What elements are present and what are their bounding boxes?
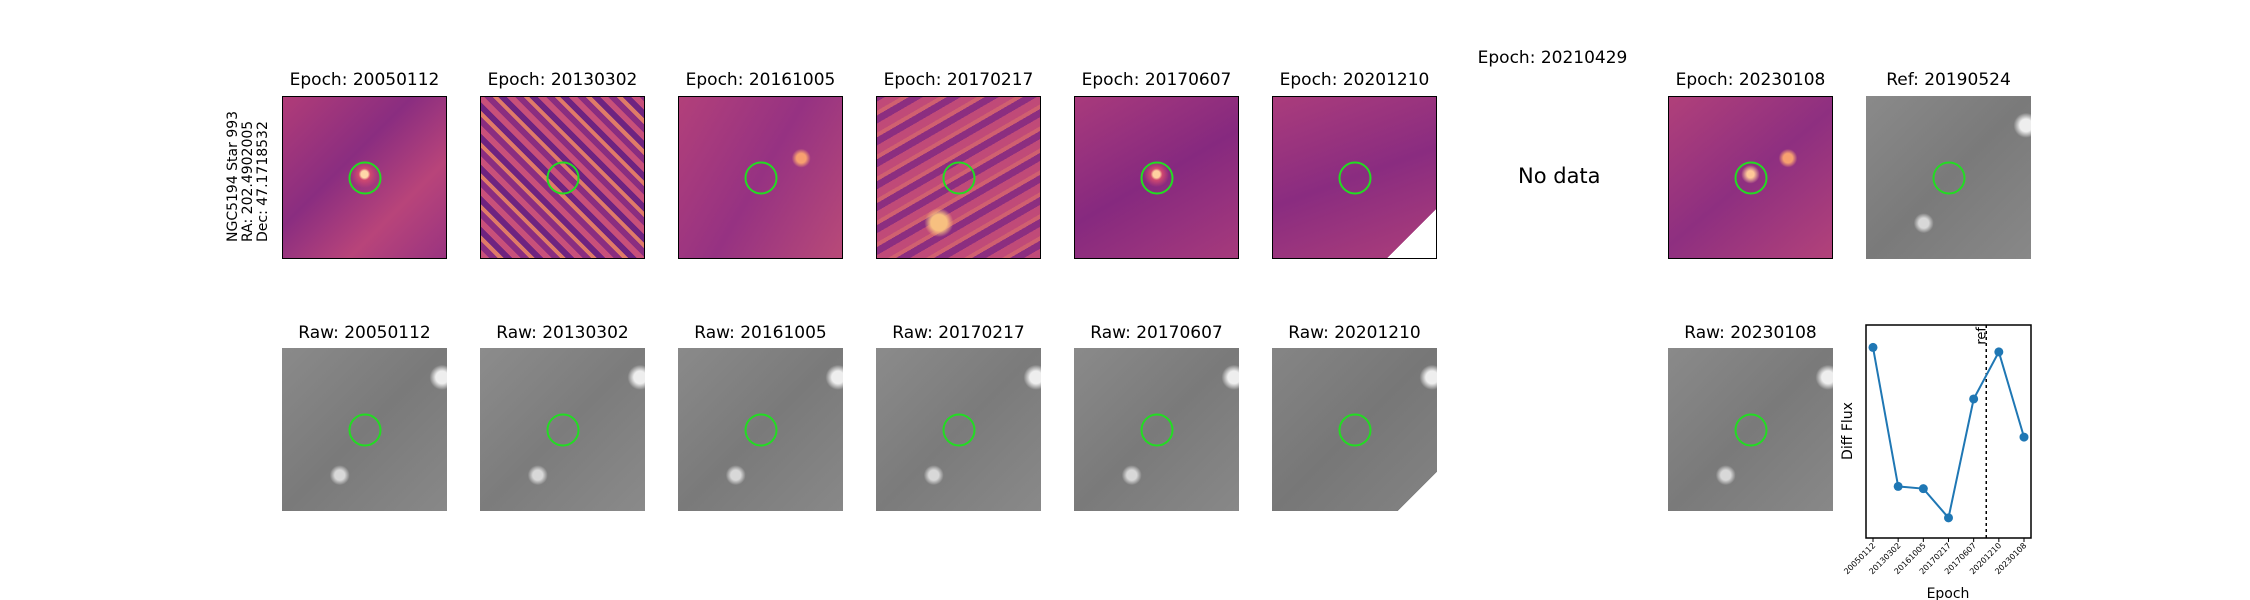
diff-image [876, 96, 1041, 259]
diff-title: Epoch: 20050112 [289, 70, 440, 90]
diff-title: Epoch: 20170607 [1081, 70, 1232, 90]
plot-frame [1865, 324, 2032, 539]
target-ring-icon [942, 413, 975, 446]
target-ring-icon [1338, 161, 1371, 194]
target-ring-icon [744, 161, 777, 194]
raw-title: Raw: 20170607 [1090, 323, 1223, 343]
y-axis-label: Diff Flux [1840, 402, 1856, 460]
ref-label: ref [1974, 327, 1989, 345]
raw-image [282, 348, 447, 511]
raw-image [1074, 348, 1239, 511]
raw-title: Raw: 20161005 [694, 323, 827, 343]
target-ring-icon [1140, 161, 1173, 194]
star-ra: RA: 202.4902005 [240, 120, 256, 242]
diff-image [1074, 96, 1239, 259]
diff-image [1272, 96, 1437, 259]
data-point [1944, 513, 1953, 523]
diff-title: Epoch: 20230108 [1675, 70, 1826, 90]
raw-title: Raw: 20130302 [496, 323, 629, 343]
target-ring-icon [942, 161, 975, 194]
data-point [1969, 394, 1979, 404]
raw-image [1272, 348, 1437, 511]
diff-image [1668, 96, 1833, 259]
target-ring-icon [1932, 161, 1965, 194]
star-info-label: NGC5194 Star 993 RA: 202.4902005 Dec: 47… [225, 110, 271, 242]
diff-title: Epoch: 20130302 [487, 70, 638, 90]
data-point [1994, 347, 2004, 357]
target-ring-icon [1734, 413, 1767, 446]
target-ring-icon [348, 413, 381, 446]
series-line [1872, 347, 2025, 521]
raw-title: Raw: 20201210 [1288, 323, 1421, 343]
raw-title: Raw: 20170217 [892, 323, 1025, 343]
x-axis-label: Epoch [1927, 586, 1970, 600]
star-name: NGC5194 Star 993 [225, 110, 241, 242]
target-ring-icon [744, 413, 777, 446]
target-ring-icon [1140, 413, 1173, 446]
x-tick-label: 20130302 [1867, 541, 1902, 576]
raw-image [876, 348, 1041, 511]
target-ring-icon [1338, 413, 1371, 446]
target-ring-icon [348, 161, 381, 194]
x-tick-label: 20161005 [1893, 541, 1928, 576]
ref-title: Ref: 20190524 [1886, 70, 2011, 90]
x-tick-label: 20201210 [1968, 541, 2003, 576]
x-tick-label: 20170217 [1918, 541, 1953, 576]
data-point [1918, 484, 1928, 494]
diff-title: Epoch: 20161005 [685, 70, 836, 90]
diff-image [282, 96, 447, 259]
diff-title: Epoch: 20170217 [883, 70, 1034, 90]
target-ring-icon [546, 161, 579, 194]
x-tick-label: 20050112 [1842, 541, 1877, 576]
reference-image [1866, 96, 2031, 259]
raw-image [678, 348, 843, 511]
diff-title: Epoch: 20201210 [1279, 70, 1430, 90]
diff-image [678, 96, 843, 259]
data-point [1893, 481, 1903, 491]
x-tick-label: 20170607 [1943, 541, 1978, 576]
x-tick-label: 20230108 [1993, 541, 2028, 576]
no-data-label: No data [1518, 164, 1601, 188]
raw-image [1668, 348, 1833, 511]
target-ring-icon [546, 413, 579, 446]
data-point [2019, 432, 2029, 442]
diff-title: Epoch: 20210429 [1477, 48, 1628, 68]
target-ring-icon [1734, 161, 1767, 194]
raw-title: Raw: 20230108 [1684, 323, 1817, 343]
diff-image [480, 96, 645, 259]
star-dec: Dec: 47.1718532 [255, 121, 271, 242]
data-point [1868, 342, 1878, 352]
raw-title: Raw: 20050112 [298, 323, 431, 343]
raw-image [480, 348, 645, 511]
